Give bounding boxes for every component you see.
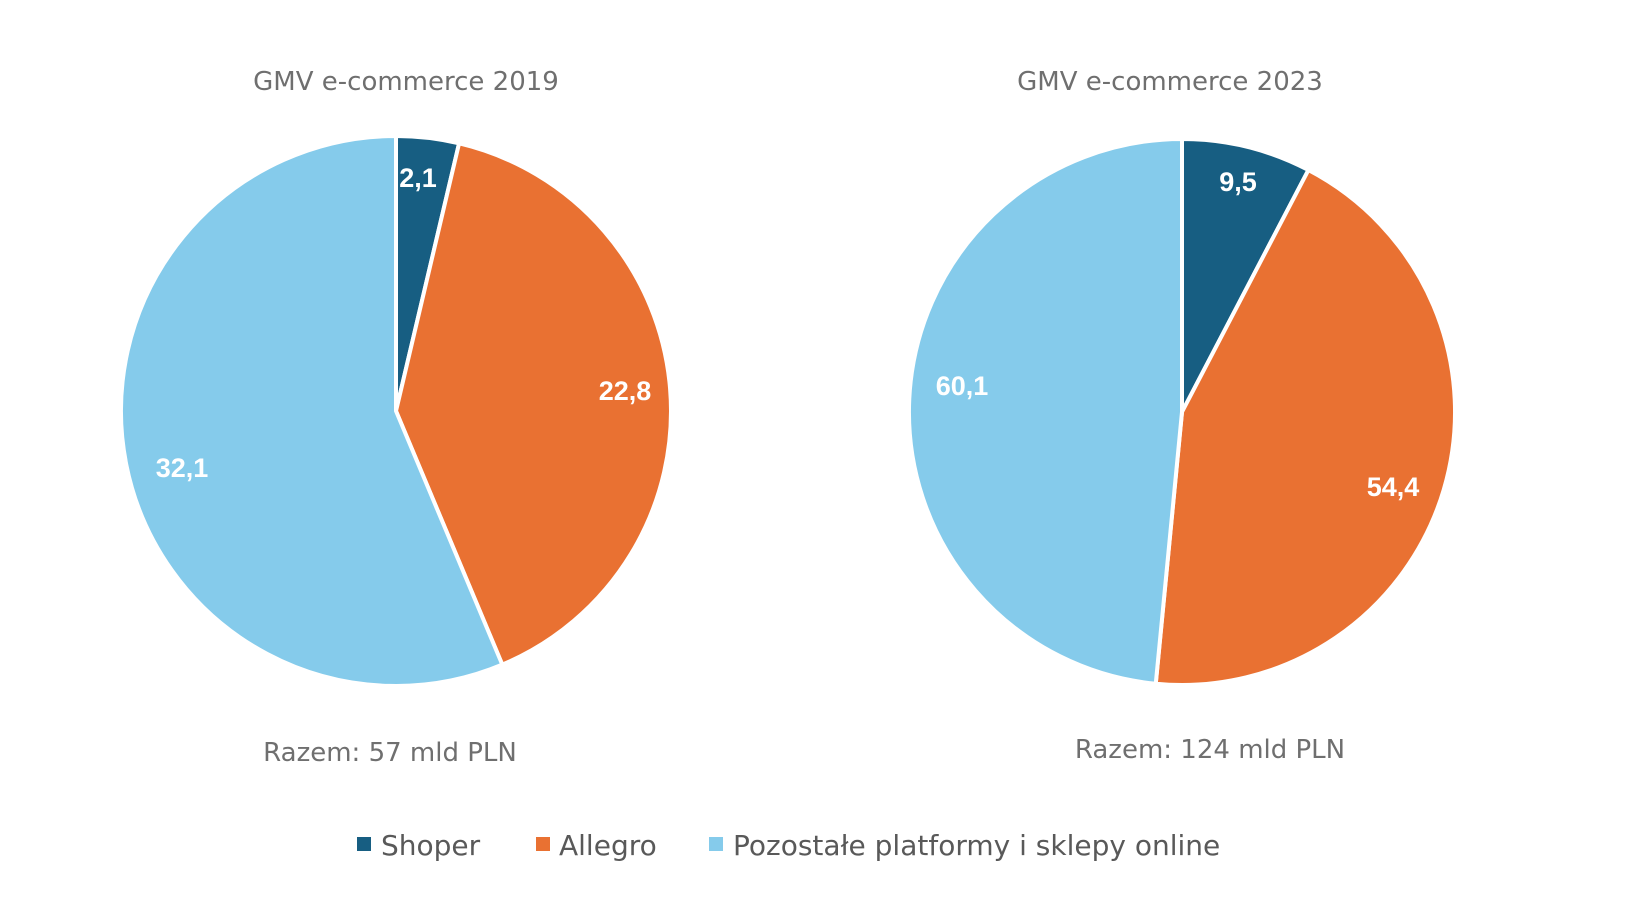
pie-chart-2023: GMV e-commerce 2023 9,5 54,4 60,1 Razem: 1… <box>907 67 1457 765</box>
legend-item-other-platforms: Pozostałe platformy i sklepy online <box>709 829 1220 862</box>
data-label-shoper-2019: 2,1 <box>399 163 437 193</box>
pie-slice-shoper-2023 <box>1180 137 1311 414</box>
chart-title-2023: GMV e-commerce 2023 <box>1017 67 1323 97</box>
legend-swatch-allegro <box>536 837 550 851</box>
total-label-2019: Razem: 57 mld PLN <box>263 738 517 768</box>
legend-item-allegro: Allegro <box>536 829 657 862</box>
data-label-allegro-2019: 22,8 <box>599 376 652 406</box>
pie-slice-allegro-2019 <box>394 141 673 667</box>
chart-title-2019: GMV e-commerce 2019 <box>253 67 559 97</box>
legend-label-allegro: Allegro <box>559 829 657 862</box>
legend-item-shoper: Shoper <box>357 829 481 862</box>
data-label-allegro-2023: 54,4 <box>1367 472 1420 502</box>
legend-label-shoper: Shoper <box>381 829 481 862</box>
pie-slice-allegro-2023 <box>1153 168 1457 688</box>
data-label-shoper-2023: 9,5 <box>1219 167 1257 197</box>
pie-2019-slices: 2,1 22,8 32,1 <box>119 134 673 688</box>
pie-2023-slices: 9,5 54,4 60,1 <box>907 137 1457 688</box>
legend: Shoper Allegro Pozostałe platformy i skl… <box>357 829 1220 862</box>
legend-label-other-platforms: Pozostałe platformy i sklepy online <box>733 829 1220 862</box>
legend-swatch-shoper <box>357 837 371 851</box>
data-label-other-platforms-2019: 32,1 <box>156 453 209 483</box>
total-label-2023: Razem: 124 mld PLN <box>1075 735 1345 765</box>
legend-swatch-other-platforms <box>709 837 723 851</box>
pie-chart-2019: GMV e-commerce 2019 2,1 22,8 32,1 Razem: 5… <box>119 67 673 768</box>
pie-slice-other-platforms-2023 <box>907 137 1184 686</box>
pie-slice-other-platforms-2019 <box>119 134 505 688</box>
data-label-other-platforms-2023: 60,1 <box>936 371 989 401</box>
